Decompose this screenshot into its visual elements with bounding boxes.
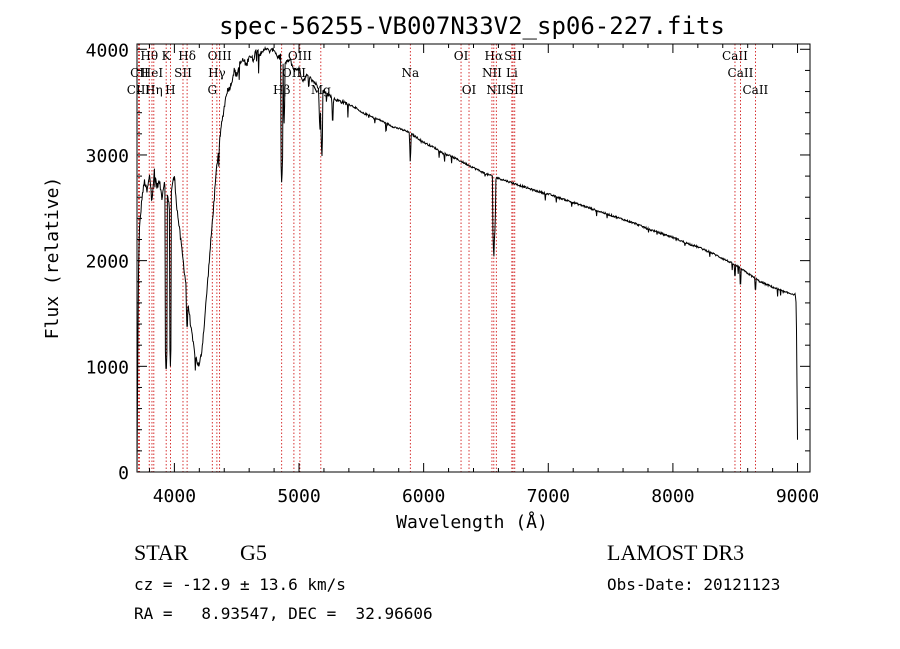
y-tick-label: 4000 [86,40,129,61]
line-marker-label: Na [401,66,419,80]
line-marker-label: HeI [141,66,164,80]
x-tick-label: 6000 [402,486,445,507]
line-marker-label: CaII [722,49,748,63]
spectrum-line [136,45,798,472]
chart-title: spec-56255-VB007N33V2_sp06-227.fits [219,12,725,40]
x-tick-label: 9000 [776,486,819,507]
survey-name: LAMOST DR3 [607,540,745,565]
line-marker-label: OIII [208,49,232,63]
line-marker-label: OI [462,83,477,97]
plot-frame [136,43,811,473]
line-marker-label: Hη [145,83,163,97]
x-tick-label: 7000 [527,486,570,507]
line-marker-label: SII [506,83,524,97]
redshift-velocity: cz = -12.9 ± 13.6 km/s [134,575,346,594]
line-marker-label: Hα [485,49,504,63]
x-tick-label: 5000 [277,486,320,507]
line-marker-label: G [207,83,217,97]
line-marker-label: CIII [127,83,151,97]
y-tick-label: 2000 [86,252,129,273]
line-marker-label: K [162,49,172,63]
observation-date: Obs-Date: 20121123 [607,575,781,594]
x-axis-label: Wavelength (Å) [396,511,548,533]
y-axis-label: Flux (relative) [42,177,63,340]
line-marker-label: Li [506,66,518,80]
x-tick-label: 8000 [651,486,694,507]
line-marker-label: Hδ [178,49,196,63]
line-marker-label: NII [482,66,502,80]
line-marker-label: CaII [742,83,768,97]
line-marker-label: OIII [288,49,312,63]
line-marker-label: CII [130,66,149,80]
line-marker-label: Hβ [273,83,290,97]
y-tick-label: 3000 [86,146,129,167]
line-marker-label: Hγ [208,66,226,80]
object-class: STAR [134,540,189,565]
line-marker-label: Hθ [140,49,158,63]
object-subclass: G5 [240,540,267,565]
line-marker-label: SII [174,66,192,80]
line-marker-label: SII [504,49,522,63]
coordinates: RA = 8.93547, DEC = 32.96606 [134,604,433,623]
line-marker-label: H [165,83,175,97]
line-marker-label: CaII [728,66,754,80]
line-marker-label: OI [454,49,469,63]
line-marker-label: NII [486,83,506,97]
y-tick-label: 1000 [86,357,129,378]
y-tick-label: 0 [118,463,129,484]
x-tick-label: 4000 [153,486,196,507]
axis-ticks: 4000 5000 6000 7000 8000 9000 0 1000 2000 3000 400… [86,40,820,507]
